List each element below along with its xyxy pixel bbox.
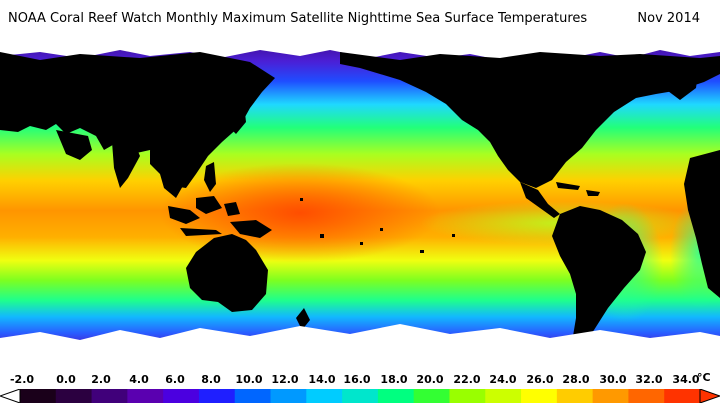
greenland xyxy=(652,58,700,100)
antarctic-ice xyxy=(0,324,720,370)
legend-swatch xyxy=(270,389,307,403)
legend-label: 20.0 xyxy=(416,373,444,386)
map-title: NOAA Coral Reef Watch Monthly Maximum Sa… xyxy=(8,11,588,26)
legend-label: 12.0 xyxy=(271,373,299,386)
south-america xyxy=(552,206,646,346)
legend-swatch xyxy=(485,389,522,403)
legend-label: 16.0 xyxy=(343,373,371,386)
legend-label: 34.0 xyxy=(672,373,700,386)
legend-swatch xyxy=(306,389,343,403)
legend-swatch xyxy=(163,389,200,403)
sst-map xyxy=(0,38,720,370)
europe-asia-landmass xyxy=(0,52,275,188)
central-america xyxy=(520,182,560,218)
legend-label: 14.0 xyxy=(308,373,336,386)
india-peninsula xyxy=(112,142,140,188)
west-africa-edge xyxy=(684,150,720,298)
caribbean-islands xyxy=(556,182,600,196)
legend-swatch xyxy=(556,389,594,403)
legend-swatch xyxy=(127,389,164,403)
legend-label: 32.0 xyxy=(635,373,663,386)
legend-high-arrow xyxy=(699,389,720,403)
arctic-ice xyxy=(0,38,720,60)
new-guinea xyxy=(230,220,272,238)
southeast-asia xyxy=(150,150,184,198)
legend-swatch xyxy=(521,389,558,403)
map-date: Nov 2014 xyxy=(637,11,700,26)
legend-swatch xyxy=(592,389,630,403)
legend-low-arrow xyxy=(0,389,21,403)
legend-label: 24.0 xyxy=(489,373,517,386)
legend-label: 4.0 xyxy=(129,373,149,386)
legend-swatch xyxy=(377,389,415,403)
legend-label: 18.0 xyxy=(380,373,408,386)
temperature-legend: -2.0 0.0 2.0 4.0 6.0 8.0 10.0 12.0 14.0 … xyxy=(0,370,720,411)
legend-label: 6.0 xyxy=(165,373,185,386)
legend-labels: -2.0 0.0 2.0 4.0 6.0 8.0 10.0 12.0 14.0 … xyxy=(0,373,720,389)
legend-swatch xyxy=(664,389,701,403)
legend-colorbar xyxy=(0,389,720,403)
legend-swatch xyxy=(55,389,93,403)
legend-label: 2.0 xyxy=(91,373,111,386)
title-bar: NOAA Coral Reef Watch Monthly Maximum Sa… xyxy=(0,0,720,38)
legend-swatch xyxy=(234,389,272,403)
legend-label: 26.0 xyxy=(526,373,554,386)
legend-label: 0.0 xyxy=(56,373,76,386)
legend-swatch xyxy=(91,389,128,403)
legend-swatch xyxy=(449,389,486,403)
legend-label: 22.0 xyxy=(453,373,481,386)
legend-label: 10.0 xyxy=(235,373,263,386)
legend-swatch xyxy=(413,389,451,403)
legend-swatch xyxy=(20,389,57,403)
legend-label: -2.0 xyxy=(9,373,35,386)
australia xyxy=(186,234,268,312)
legend-label: 8.0 xyxy=(201,373,221,386)
indonesia-islands xyxy=(168,196,240,236)
legend-label: 28.0 xyxy=(562,373,590,386)
new-zealand xyxy=(296,308,310,330)
legend-swatch xyxy=(628,389,665,403)
arabia-peninsula xyxy=(56,130,92,160)
north-america xyxy=(340,52,720,188)
legend-unit: °C xyxy=(697,371,711,384)
legend-swatch xyxy=(342,389,379,403)
japan-islands xyxy=(230,104,246,134)
philippines xyxy=(204,162,216,192)
legend-swatch xyxy=(198,389,236,403)
legend-label: 30.0 xyxy=(599,373,627,386)
